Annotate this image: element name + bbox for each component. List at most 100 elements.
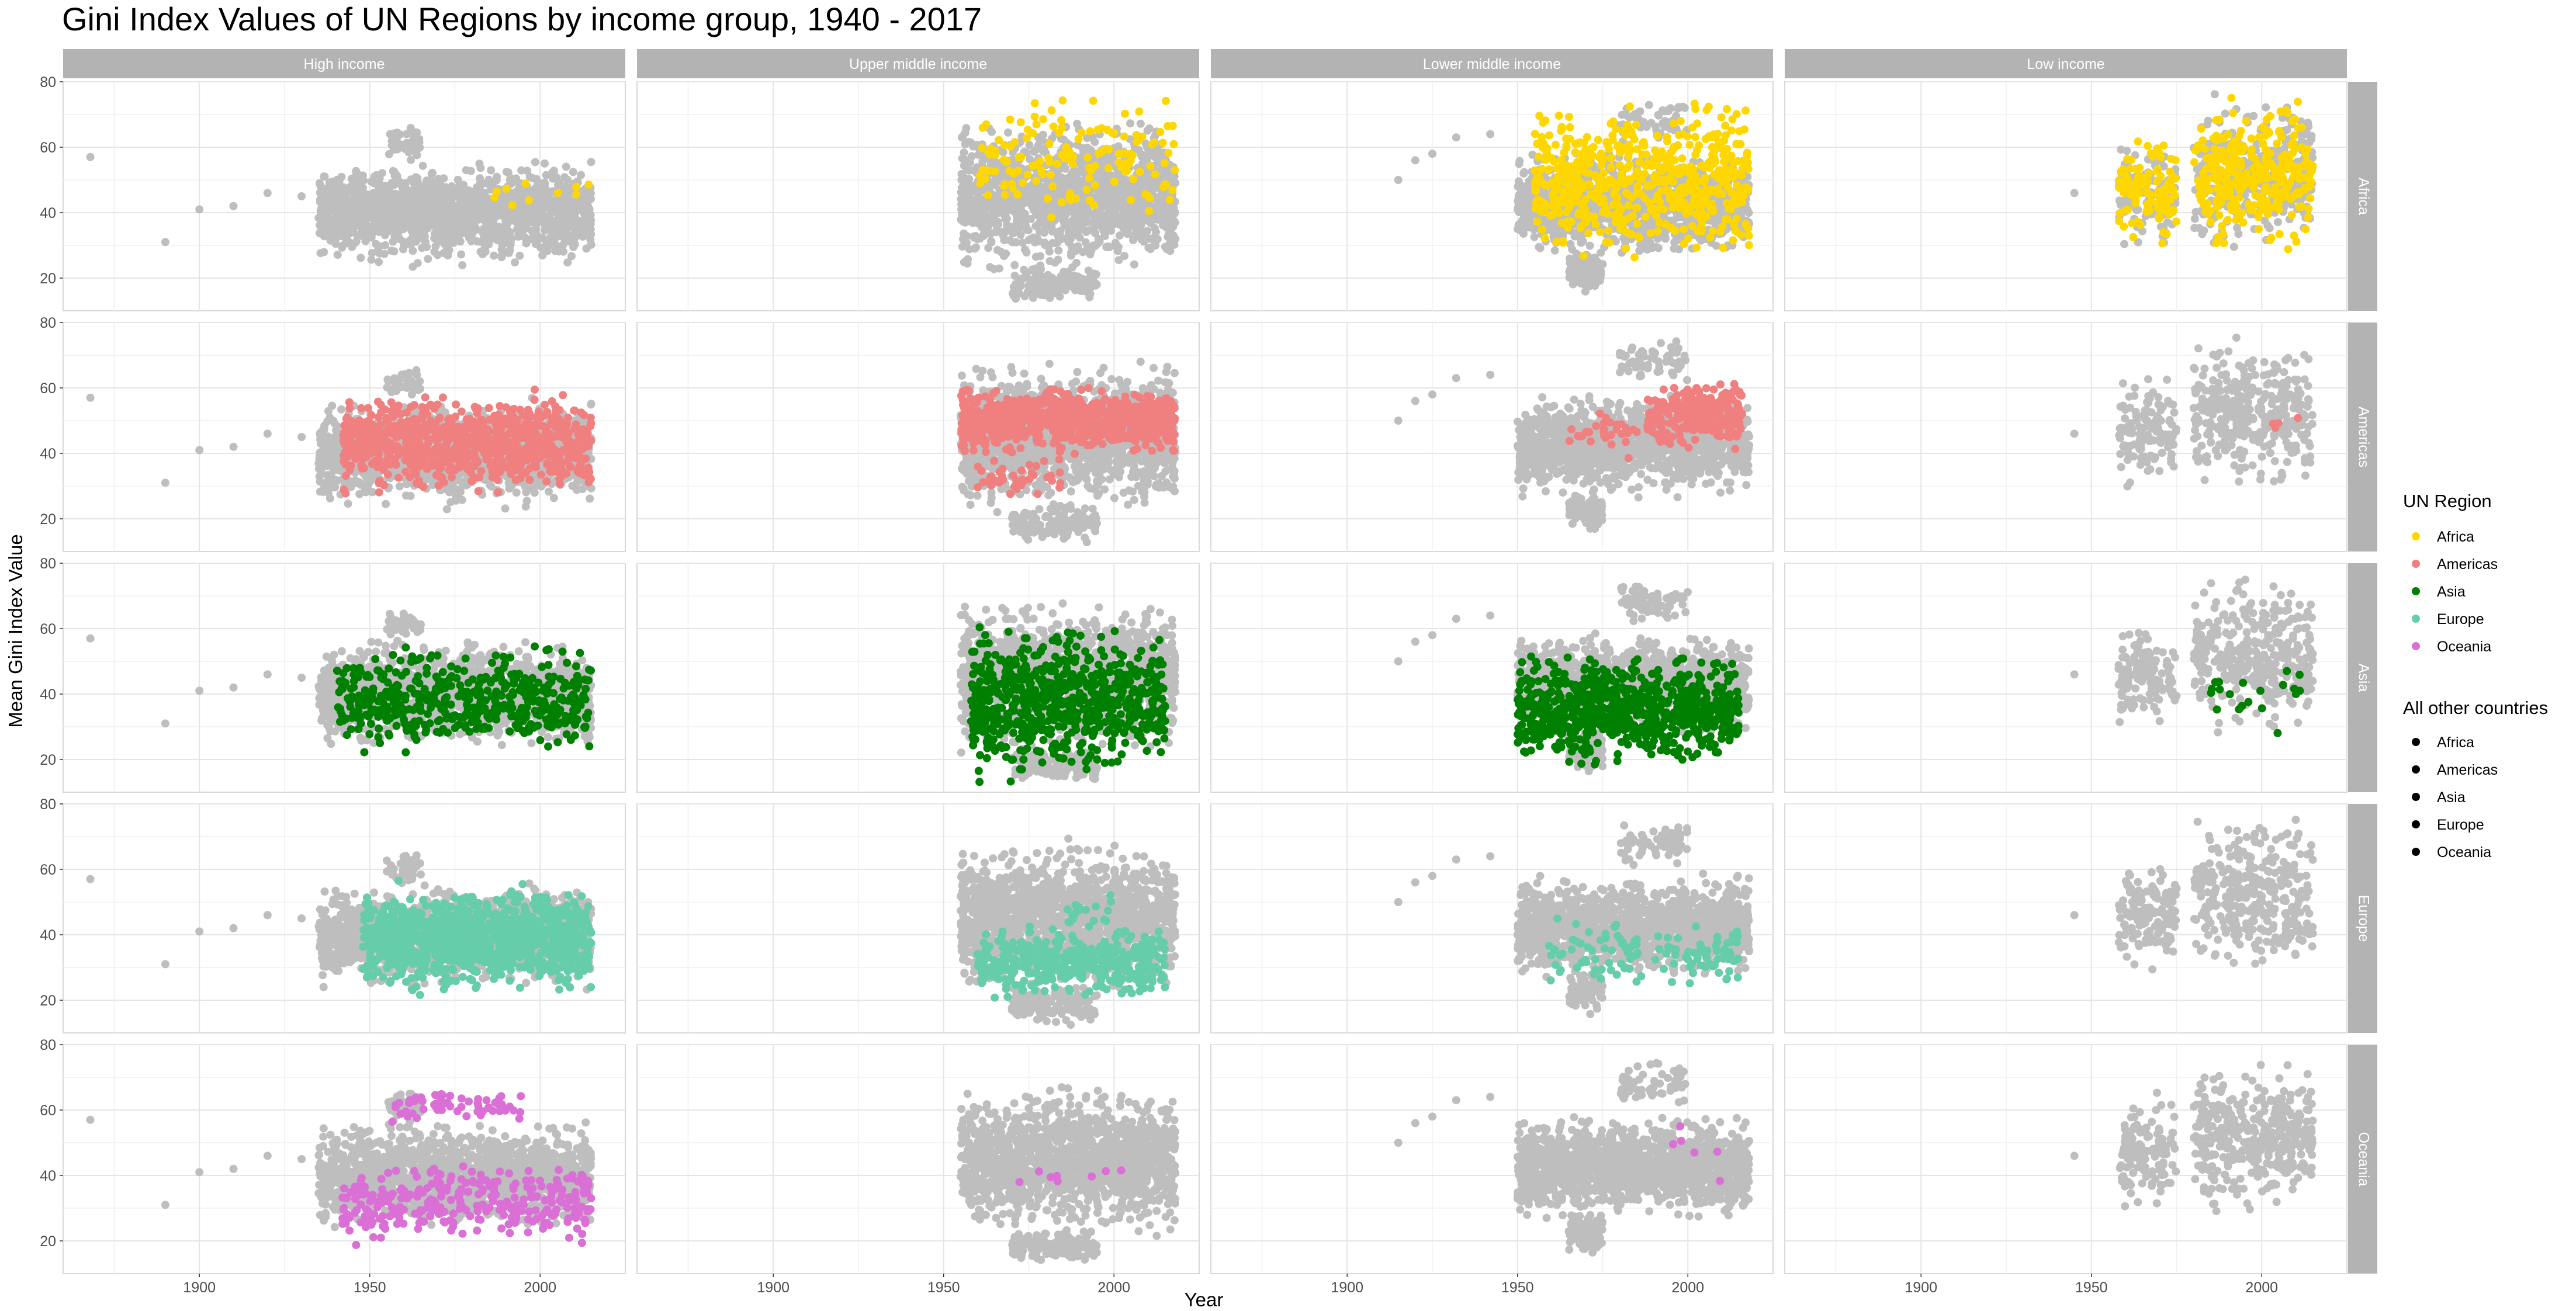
background-point	[478, 250, 487, 259]
background-point	[1641, 220, 1650, 229]
background-point	[577, 171, 586, 179]
background-point	[1091, 208, 1100, 216]
background-point	[962, 124, 971, 133]
point-africa	[1161, 180, 1169, 189]
point-africa	[1169, 140, 1178, 148]
background-point	[1022, 248, 1031, 256]
background-point	[1074, 272, 1082, 281]
background-point	[1060, 216, 1069, 224]
point-africa	[1052, 159, 1061, 168]
background-point	[462, 166, 470, 175]
background-point	[442, 202, 451, 211]
background-point	[569, 168, 577, 176]
background-point	[456, 182, 464, 190]
background-point	[1060, 221, 1069, 230]
background-point	[1029, 206, 1038, 214]
background-point	[380, 231, 389, 240]
background-point	[1166, 247, 1175, 255]
point-africa	[1145, 207, 1154, 216]
background-point	[551, 197, 560, 205]
background-point	[1103, 156, 1112, 165]
background-point	[497, 251, 506, 260]
background-point	[1680, 103, 1689, 112]
background-point	[361, 237, 370, 245]
background-point	[229, 202, 238, 210]
background-point	[1079, 248, 1087, 256]
background-point	[1022, 269, 1031, 278]
background-point	[960, 229, 968, 238]
points-layer	[957, 96, 1180, 303]
strip-label-upper-middle-income: Upper middle income	[849, 56, 987, 72]
background-point	[1514, 177, 1523, 186]
point-africa	[1058, 96, 1067, 105]
point-africa	[1606, 163, 1615, 172]
background-point	[1636, 240, 1644, 249]
background-point	[1129, 235, 1138, 244]
background-point	[1394, 176, 1403, 184]
background-point	[558, 196, 566, 204]
background-point	[499, 233, 508, 241]
background-point	[492, 176, 501, 185]
y-tick-label: 20	[40, 270, 56, 287]
background-point	[475, 205, 484, 214]
background-point	[1081, 238, 1090, 247]
background-point	[1137, 219, 1146, 228]
background-point	[1519, 169, 1528, 178]
point-africa	[982, 120, 991, 129]
background-point	[989, 265, 998, 273]
background-point	[565, 195, 574, 204]
background-point	[517, 200, 526, 209]
background-point	[1143, 227, 1152, 235]
background-point	[519, 232, 528, 241]
background-point	[475, 159, 484, 168]
point-africa	[1641, 213, 1650, 221]
background-point	[582, 244, 591, 253]
background-point	[1585, 241, 1594, 250]
strip-americas	[2348, 322, 2377, 552]
background-point	[535, 189, 544, 197]
background-point	[1545, 224, 1554, 233]
point-africa	[1018, 178, 1027, 187]
point-africa	[1135, 107, 1144, 116]
background-point	[353, 207, 362, 216]
background-point	[450, 230, 459, 238]
background-point	[424, 255, 432, 263]
point-africa	[1135, 168, 1144, 176]
background-point	[556, 231, 565, 240]
point-africa	[1057, 198, 1066, 207]
background-point	[1136, 119, 1145, 128]
background-point	[423, 216, 432, 225]
background-point	[467, 213, 476, 222]
background-point	[988, 127, 996, 136]
point-africa	[1098, 147, 1107, 155]
strip-label-lower-middle-income: Lower middle income	[1423, 56, 1561, 72]
background-point	[373, 247, 382, 256]
point-africa	[1097, 124, 1106, 133]
background-point	[1018, 238, 1027, 247]
background-point	[443, 223, 452, 231]
point-africa	[1044, 195, 1052, 203]
point-africa	[1082, 185, 1091, 194]
point-africa	[1610, 211, 1619, 220]
background-point	[542, 171, 550, 179]
background-point	[482, 197, 490, 206]
background-point	[498, 240, 507, 248]
point-africa	[1554, 112, 1563, 120]
background-point	[992, 228, 1000, 237]
background-point	[482, 179, 490, 188]
background-point	[413, 259, 422, 268]
point-africa	[1651, 146, 1659, 155]
background-point	[1092, 220, 1100, 228]
point-africa	[1009, 169, 1018, 178]
background-point	[1130, 260, 1138, 269]
background-point	[297, 192, 306, 200]
point-africa	[508, 201, 517, 210]
background-point	[1084, 217, 1093, 226]
point-africa	[1160, 159, 1169, 168]
background-point	[572, 221, 580, 230]
background-point	[1452, 133, 1460, 142]
background-point	[367, 177, 376, 186]
background-point	[433, 186, 442, 195]
background-point	[1515, 183, 1524, 192]
background-point	[971, 206, 979, 214]
